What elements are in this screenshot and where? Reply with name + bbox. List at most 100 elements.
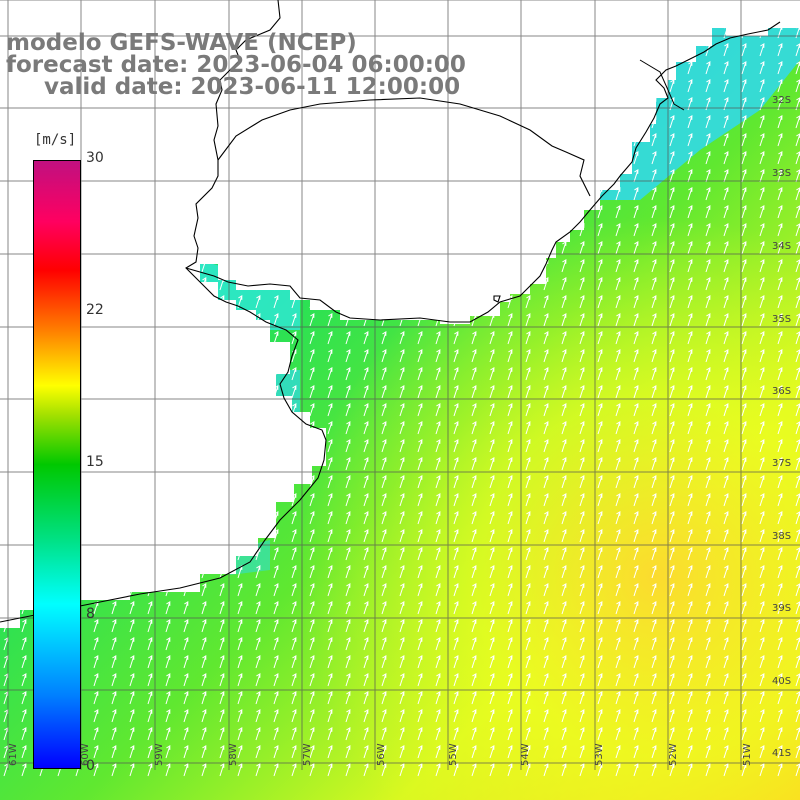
wind-arrow [201, 313, 207, 327]
wind-arrow [777, 295, 783, 309]
wind-arrow [579, 475, 585, 489]
wind-arrow [651, 547, 657, 561]
wind-arrow [741, 331, 747, 345]
wind-arrow [633, 385, 639, 399]
wind-arrow [759, 187, 765, 201]
wind-arrow [183, 763, 189, 777]
wind-arrow [417, 565, 423, 579]
wind-arrow [345, 403, 351, 417]
wind-arrow [111, 619, 117, 633]
wind-arrow [435, 583, 441, 597]
wind-arrow [3, 205, 9, 219]
wind-arrow [687, 691, 693, 705]
wind-arrow [633, 475, 639, 489]
wind-arrow [345, 223, 351, 237]
wind-arrow [525, 529, 531, 543]
wind-arrow [579, 43, 585, 57]
wind-arrow [129, 691, 135, 705]
wind-arrow [111, 727, 117, 741]
wind-arrow [489, 43, 495, 57]
wind-arrow [184, 8, 188, 20]
wind-arrow [489, 79, 495, 93]
wind-arrow [165, 115, 171, 129]
wind-arrow [435, 655, 441, 669]
wind-arrow [435, 385, 441, 399]
wind-arrow [93, 115, 99, 129]
wind-arrow [633, 43, 639, 57]
wind-arrow [237, 475, 243, 489]
wind-arrow [777, 493, 783, 507]
wind-arrow [93, 655, 99, 669]
wind-arrow [543, 493, 549, 507]
wind-arrow [687, 457, 693, 471]
wind-arrow [327, 223, 333, 237]
wind-arrow [435, 511, 441, 525]
wind-arrow [183, 259, 189, 273]
wind-arrow [597, 313, 603, 327]
wind-arrow [273, 115, 279, 129]
wind-arrow [165, 295, 171, 309]
wind-arrow [507, 583, 513, 597]
wind-arrow [3, 565, 9, 579]
wind-arrow [579, 709, 585, 723]
wind-arrow [93, 673, 99, 687]
wind-arrow [669, 565, 675, 579]
wind-arrow [741, 691, 747, 705]
wind-arrow [525, 259, 531, 273]
wind-arrow [615, 745, 621, 759]
wind-arrow [741, 43, 747, 57]
wind-arrow [165, 205, 171, 219]
wind-arrow [94, 8, 98, 20]
wind-arrow [147, 565, 153, 579]
wind-arrow [723, 583, 729, 597]
wind-arrow [669, 169, 675, 183]
wind-arrow [543, 169, 549, 183]
wind-arrow [291, 277, 297, 291]
wind-arrow [219, 763, 225, 777]
wind-arrow [381, 619, 387, 633]
wind-arrow [507, 349, 513, 363]
wind-arrow [543, 223, 549, 237]
wind-arrow [327, 115, 333, 129]
wind-arrow [669, 385, 675, 399]
wind-arrow [39, 115, 45, 129]
wind-arrow [651, 43, 657, 57]
wind-arrow [490, 8, 494, 20]
wind-arrow [633, 331, 639, 345]
wind-arrow [471, 601, 477, 615]
wind-arrow [327, 583, 333, 597]
wind-arrow [75, 133, 81, 147]
wind-arrow [93, 493, 99, 507]
wind-arrow [669, 637, 675, 651]
wind-arrow [327, 205, 333, 219]
wind-arrow [417, 655, 423, 669]
wind-arrow [399, 637, 405, 651]
wind-arrow [633, 637, 639, 651]
wind-arrow [597, 601, 603, 615]
wind-arrow [3, 151, 9, 165]
wind-arrow [381, 565, 387, 579]
wind-arrow [741, 169, 747, 183]
wind-arrow [399, 457, 405, 471]
wind-arrow [579, 295, 585, 309]
wind-arrow [273, 619, 279, 633]
wind-arrow [291, 331, 297, 345]
wind-arrow [670, 8, 674, 20]
wind-arrow [417, 385, 423, 399]
wind-arrow [759, 79, 765, 93]
wind-arrow [363, 493, 369, 507]
wind-arrow [183, 367, 189, 381]
wind-arrow [291, 187, 297, 201]
wind-arrow [255, 277, 261, 291]
wind-arrow [705, 349, 711, 363]
wind-arrow [363, 367, 369, 381]
wind-arrow [201, 637, 207, 651]
wind-arrow [327, 601, 333, 615]
wind-arrow [723, 241, 729, 255]
wind-arrow [687, 583, 693, 597]
wind-arrow [453, 565, 459, 579]
wind-arrow [93, 241, 99, 255]
wind-arrow [21, 709, 27, 723]
wind-arrow [741, 493, 747, 507]
wind-arrow [417, 295, 423, 309]
